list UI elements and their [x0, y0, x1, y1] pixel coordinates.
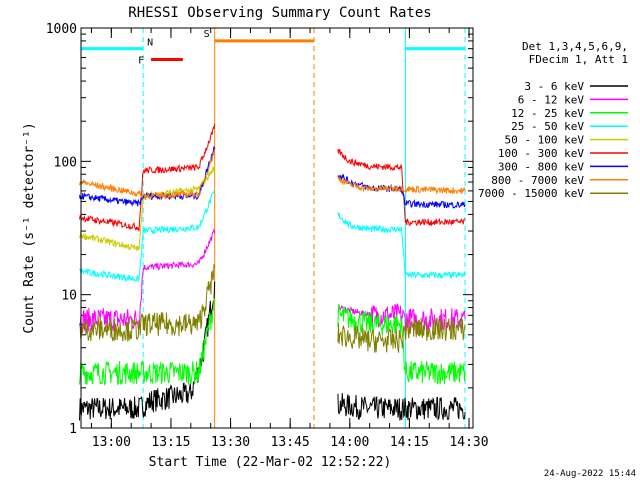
x-tick-label: 13:15: [151, 435, 190, 450]
series-12-25kev: [79, 298, 466, 386]
series-line: [79, 146, 216, 207]
series-100-300kev: [79, 123, 466, 232]
series-3-6kev: [79, 281, 466, 421]
series-line: [337, 304, 466, 385]
legend-label: 25 - 50 keV: [511, 120, 584, 133]
series-line: [79, 229, 216, 334]
series-line: [79, 298, 216, 386]
series-25-50kev: [79, 189, 466, 283]
series-line: [79, 189, 216, 283]
series-line: [337, 173, 466, 209]
legend-header-line-2: FDecim 1, Att 1: [529, 53, 628, 66]
legend-label: 3 - 6 keV: [524, 80, 584, 93]
series-300-800kev: [79, 146, 466, 209]
x-tick-label: 14:15: [390, 435, 429, 450]
x-tick-label: 14:30: [449, 435, 488, 450]
series-line: [79, 148, 216, 201]
legend-header-line-1: Det 1,3,4,5,6,9,: [522, 40, 628, 53]
y-tick-label: 1: [69, 422, 77, 437]
timestamp: 24-Aug-2022 15:44: [544, 469, 636, 479]
legend-label: 7000 - 15000 keV: [478, 187, 584, 200]
series-line: [337, 212, 466, 280]
series-line: [337, 175, 466, 196]
flag-label-f: F: [138, 56, 144, 67]
series-line: [337, 149, 466, 227]
flag-label-n: N: [147, 38, 153, 49]
plot-area: 1 10 100 1000 13:00 13:15 13:30 13:45 14:00 14:15…: [46, 22, 489, 450]
series-line: [337, 317, 466, 353]
series-line: [79, 263, 216, 342]
legend-label: 300 - 800 keV: [498, 160, 584, 173]
y-tick-label: 10: [61, 289, 77, 304]
series-50-100kev: [79, 164, 216, 252]
x-axis-label: Start Time (22-Mar-02 12:52:22): [149, 455, 392, 470]
series-line: [337, 393, 466, 421]
legend-label: 100 - 300 keV: [498, 147, 584, 160]
plot-frame: [80, 27, 474, 429]
y-tick-label: 1000: [46, 22, 77, 37]
legend-label: 12 - 25 keV: [511, 107, 584, 120]
legend-label: 6 - 12 keV: [518, 93, 585, 106]
series-6-12kev: [79, 229, 466, 334]
chart-title: RHESSI Observing Summary Count Rates: [128, 5, 431, 21]
flag-label-s: S: [204, 29, 210, 40]
x-tick-label: 13:00: [92, 435, 131, 450]
x-tick-label: 13:30: [211, 435, 250, 450]
series-7000-15000kev: [79, 263, 466, 353]
legend-label: 50 - 100 keV: [505, 134, 585, 147]
series-800-7000kev: [79, 148, 466, 201]
x-tick-label: 13:45: [271, 435, 310, 450]
series-line: [79, 123, 216, 232]
y-axis-label: Count Rate (s⁻¹ detector⁻¹): [22, 122, 37, 333]
series-line: [79, 281, 216, 421]
legend-label: 800 - 7000 keV: [491, 174, 584, 187]
y-tick-label: 100: [54, 155, 77, 170]
x-tick-label: 14:00: [330, 435, 369, 450]
series-line: [79, 164, 216, 252]
